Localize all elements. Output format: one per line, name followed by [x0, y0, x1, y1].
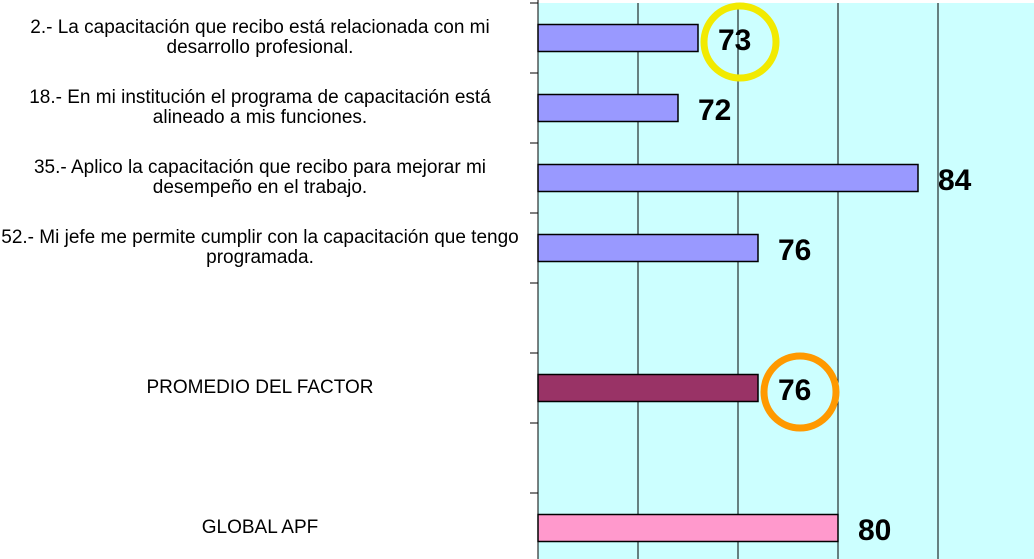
category-label: 35.- Aplico la capacitación que recibo p… — [33, 157, 486, 198]
value-label: 73 — [718, 24, 751, 57]
highlight-circle — [700, 2, 780, 82]
bar — [537, 233, 759, 263]
category-label: PROMEDIO DEL FACTOR — [146, 377, 374, 398]
bar — [537, 23, 699, 53]
bar — [537, 513, 839, 543]
bar — [537, 163, 919, 193]
value-label: 84 — [938, 164, 972, 197]
category-label: 18.- En mi institución el programa de ca… — [29, 87, 491, 128]
value-label: 72 — [698, 94, 731, 127]
plot-area — [538, 3, 1034, 559]
value-label: 76 — [778, 374, 811, 407]
highlight-circle — [760, 352, 840, 432]
value-label: 80 — [858, 514, 891, 547]
value-label: 76 — [778, 234, 811, 267]
bar — [537, 93, 679, 123]
category-label: GLOBAL APF — [201, 517, 319, 538]
category-label: 52.- Mi jefe me permite cumplir con la c… — [1, 227, 519, 268]
category-label: 2.- La capacitación que recibo está rela… — [30, 17, 490, 58]
bar — [537, 373, 759, 403]
